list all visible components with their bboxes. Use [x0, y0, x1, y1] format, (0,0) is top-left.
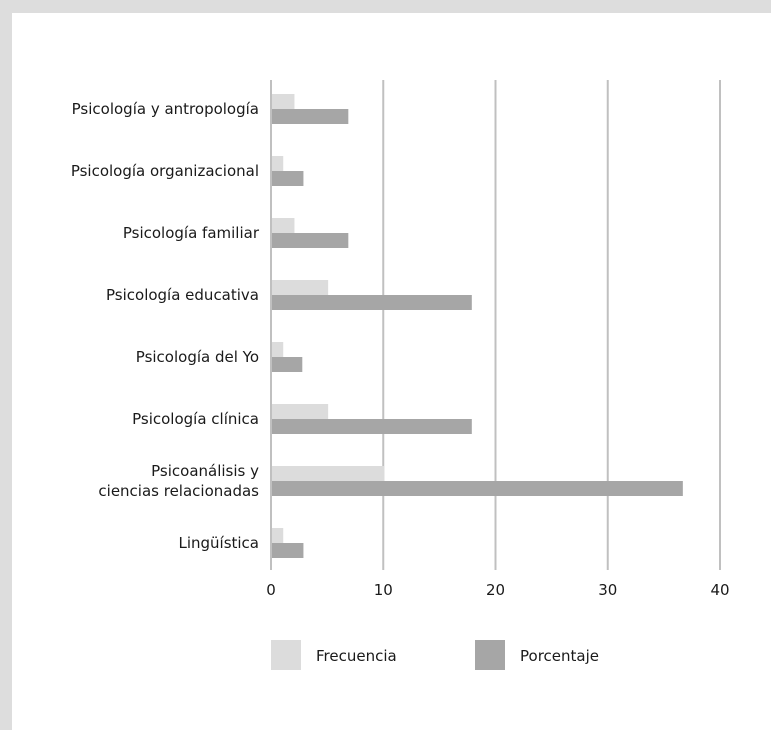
bar-porcentaje	[272, 481, 683, 496]
category-label: Lingüística	[178, 534, 259, 552]
bar-frecuencia	[272, 528, 284, 543]
category-label: Psicología familiar	[123, 224, 260, 242]
category-label-line: Psicoanálisis y	[151, 462, 259, 480]
legend-label-frecuencia: Frecuencia	[316, 647, 397, 665]
bar-frecuencia	[272, 342, 284, 357]
gridlines	[270, 80, 721, 570]
category-label: Psicología del Yo	[136, 348, 259, 366]
category-label-line: Psicología y antropología	[72, 100, 259, 118]
bar-frecuencia	[272, 94, 295, 109]
category-label-line: Psicología del Yo	[136, 348, 259, 366]
bar-porcentaje	[272, 109, 349, 124]
bar-frecuencia	[272, 466, 385, 481]
category-label-line: Lingüística	[178, 534, 259, 552]
category-label-line: Psicología organizacional	[71, 162, 259, 180]
x-tick-label: 0	[266, 581, 276, 599]
x-tick-label: 20	[486, 581, 505, 599]
bar-porcentaje	[272, 543, 304, 558]
frame-left	[0, 0, 12, 730]
x-tick-label: 40	[710, 581, 729, 599]
legend-label-porcentaje: Porcentaje	[520, 647, 599, 665]
category-label: Psicoanálisis y ciencias relacionadas	[98, 462, 259, 500]
category-label: Psicología y antropología	[72, 100, 259, 118]
x-tick-label: 10	[374, 581, 393, 599]
bar-frecuencia	[272, 280, 329, 295]
bar-porcentaje	[272, 357, 303, 372]
category-label: Psicología educativa	[106, 286, 259, 304]
bar-porcentaje	[272, 419, 472, 434]
category-label-line: Psicología familiar	[123, 224, 260, 242]
bar-porcentaje	[272, 233, 349, 248]
category-label: Psicología organizacional	[71, 162, 259, 180]
x-tick-label: 30	[598, 581, 617, 599]
bar-porcentaje	[272, 295, 472, 310]
legend-swatch-frecuencia	[271, 640, 301, 670]
bar-frecuencia	[272, 156, 284, 171]
category-label-line: Psicología clínica	[132, 410, 259, 428]
legend: Frecuencia Porcentaje	[271, 640, 599, 670]
bar-frecuencia	[272, 218, 295, 233]
bar-frecuencia	[272, 404, 329, 419]
bar-porcentaje	[272, 171, 304, 186]
category-label-line: ciencias relacionadas	[98, 482, 259, 500]
x-tick-labels: 0 10 20 30 40	[266, 581, 729, 599]
category-labels: Psicología y antropología Psicología orga…	[71, 100, 260, 552]
category-label-line: Psicología educativa	[106, 286, 259, 304]
bars	[272, 94, 683, 558]
frame-top	[0, 0, 771, 13]
legend-swatch-porcentaje	[475, 640, 505, 670]
category-label: Psicología clínica	[132, 410, 259, 428]
